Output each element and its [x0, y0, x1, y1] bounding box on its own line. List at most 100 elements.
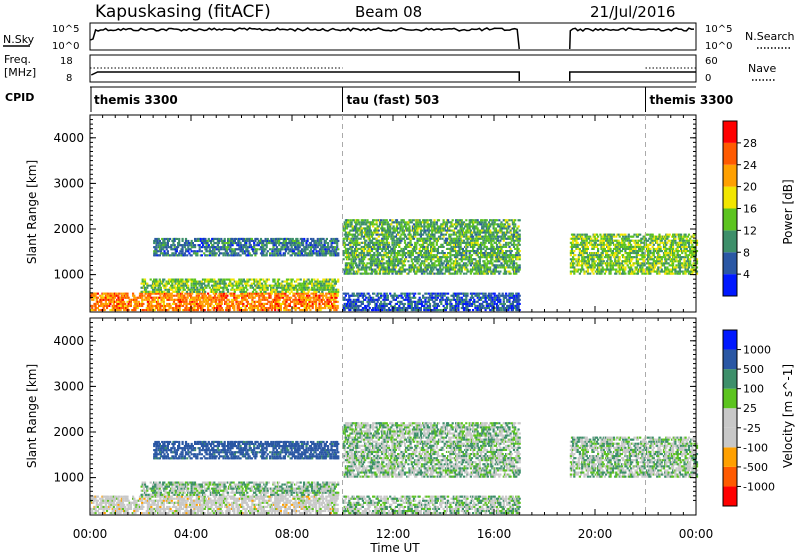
- echo-cell: [385, 239, 388, 242]
- echo-cell: [366, 235, 369, 238]
- echo-cell: [441, 272, 444, 275]
- echo-cell: [251, 290, 255, 293]
- echo-cell: [165, 237, 168, 240]
- echo-cell: [178, 298, 181, 301]
- echo-cell: [387, 258, 391, 261]
- echo-cell: [270, 290, 273, 293]
- echo-cell: [407, 260, 410, 263]
- echo-cell: [402, 237, 405, 240]
- echo-cell: [361, 272, 364, 275]
- echo-cell: [235, 302, 238, 305]
- noise-panel: N.Sky 10^5 10^0 10^5 10^0 N.Search: [3, 22, 795, 52]
- echo-cell: [314, 288, 317, 291]
- echo-cell: [255, 278, 258, 281]
- echo-cell: [449, 252, 452, 255]
- echo-cell: [456, 256, 459, 259]
- echo-cell: [195, 290, 198, 293]
- echo-cell: [425, 225, 428, 228]
- echo-cell: [174, 280, 177, 283]
- echo-cell: [364, 219, 367, 222]
- echo-cell: [443, 239, 446, 242]
- echo-cell: [452, 250, 455, 253]
- echo-cell: [157, 304, 160, 307]
- echo-cell: [91, 309, 94, 312]
- echo-cell: [459, 300, 462, 303]
- echo-cell: [302, 294, 305, 297]
- echo-cell: [418, 268, 421, 271]
- echo-cell: [407, 302, 410, 305]
- echo-cell: [407, 221, 410, 224]
- echo-cell: [344, 250, 347, 253]
- echo-cell: [200, 288, 203, 291]
- echo-cell: [468, 302, 471, 305]
- echo-cell: [493, 298, 496, 301]
- echo-cell: [306, 239, 309, 242]
- echo-cell: [134, 309, 137, 312]
- echo-cell: [456, 235, 459, 238]
- echo-cell: [333, 294, 336, 297]
- echo-cell: [245, 298, 248, 301]
- echo-cell: [317, 282, 320, 285]
- echo-cell: [397, 231, 400, 234]
- echo-cell: [405, 225, 408, 228]
- echo-cell: [316, 278, 319, 281]
- date-title: 21/Jul/2016: [590, 3, 675, 21]
- echo-cell: [220, 239, 223, 242]
- echo-cell: [284, 294, 287, 297]
- echo-cell: [309, 298, 312, 301]
- echo-cell: [443, 307, 446, 310]
- echo-cell: [393, 254, 396, 257]
- echo-cell: [414, 292, 417, 295]
- echo-cell: [190, 244, 193, 247]
- echo-cell: [264, 248, 267, 251]
- echo-cell: [210, 298, 213, 301]
- echo-cell: [215, 292, 218, 295]
- echo-cell: [159, 248, 163, 251]
- echo-cell: [141, 300, 144, 303]
- echo-cell: [425, 292, 428, 295]
- echo-cell: [490, 294, 493, 297]
- echo-cell: [456, 292, 459, 295]
- echo-cell: [400, 233, 403, 236]
- echo-cell: [393, 309, 396, 312]
- echo-cell: [427, 264, 430, 267]
- echo-cell: [393, 298, 396, 301]
- echo-cell: [172, 239, 175, 242]
- echo-cell: [350, 262, 353, 265]
- echo-cell: [406, 272, 409, 275]
- echo-cell: [215, 248, 218, 251]
- echo-cell: [347, 233, 350, 236]
- echo-cell: [291, 239, 294, 242]
- echo-cell: [406, 268, 409, 271]
- echo-cell: [255, 294, 259, 297]
- echo-cell: [408, 231, 411, 234]
- echo-cell: [434, 247, 437, 250]
- echo-cell: [380, 296, 383, 299]
- echo-cell: [425, 252, 428, 255]
- echo-cell: [315, 290, 318, 293]
- echo-cell: [275, 246, 278, 249]
- echo-cell: [225, 288, 228, 291]
- echo-cell: [478, 296, 481, 299]
- echo-cell: [415, 260, 418, 263]
- echo-cell: [419, 268, 422, 271]
- echo-cell: [279, 302, 282, 305]
- echo-cell: [356, 272, 359, 275]
- echo-cell: [324, 300, 327, 303]
- echo-cell: [250, 302, 253, 305]
- echo-cell: [281, 242, 284, 245]
- echo-cell: [375, 223, 378, 226]
- echo-cell: [204, 280, 207, 283]
- echo-cell: [301, 296, 304, 299]
- echo-cell: [196, 309, 199, 312]
- echo-cell: [427, 307, 430, 310]
- echo-cell: [336, 304, 339, 307]
- echo-cell: [422, 268, 425, 271]
- echo-cell: [281, 290, 284, 293]
- echo-cell: [157, 288, 160, 291]
- echo-cell: [330, 298, 334, 301]
- echo-cell: [309, 309, 312, 312]
- echo-cell: [192, 280, 195, 283]
- echo-cell: [375, 221, 378, 224]
- echo-cell: [188, 292, 192, 295]
